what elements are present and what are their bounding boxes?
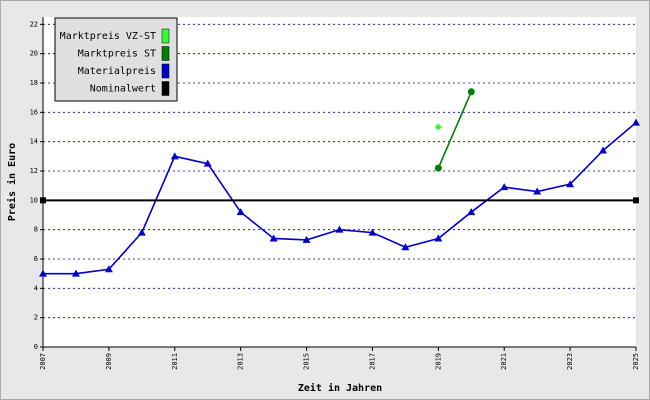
legend-swatch [161,81,170,96]
point [401,243,410,251]
point [39,269,47,277]
point [335,225,344,233]
x-tick-label: 2025 [632,353,640,370]
y-tick-label: 14 [30,138,38,146]
x-tick-label: 2011 [171,353,179,370]
point [203,159,212,167]
point [236,208,245,216]
point [302,235,311,243]
x-tick-label: 2009 [105,353,113,370]
y-tick-label: 12 [30,167,38,175]
legend-swatch [161,28,170,44]
y-tick-label: 4 [34,284,38,292]
x-tick-label: 2023 [566,353,574,370]
point [632,118,640,126]
point [566,180,575,188]
point [467,208,476,216]
x-tick-label: 2007 [39,353,47,370]
y-tick-label: 8 [34,226,38,234]
legend-label: Nominalwert [90,84,156,95]
point [137,228,146,236]
series-line [437,91,473,169]
legend-label: Marktpreis VZ-ST [60,31,156,42]
point [104,265,113,273]
point [170,152,179,160]
x-tick-label: 2019 [434,353,442,370]
point [467,88,475,96]
point [599,146,608,154]
point [633,197,639,204]
point [500,183,509,191]
legend-swatch [161,63,170,79]
point [434,234,443,242]
y-tick-label: 6 [34,255,38,263]
point [40,197,46,204]
point [269,234,278,242]
y-tick-label: 2 [34,314,38,322]
y-tick-label: 18 [30,79,38,87]
x-axis-label: Zeit in Jahren [298,382,382,394]
x-tick-label: 2021 [500,353,508,370]
y-tick-label: 0 [34,343,38,351]
y-tick-label: 20 [30,50,38,58]
legend-box [54,17,178,102]
x-tick-label: 2013 [237,353,245,370]
x-tick-label: 2017 [368,353,376,370]
y-tick-label: 10 [30,196,38,204]
legend-label: Marktpreis ST [78,49,156,60]
point [434,123,442,131]
point [368,228,377,236]
point [533,187,542,195]
legend-label: Materialpreis [78,66,156,77]
point [434,164,442,172]
y-axis-label: Preis in Euro [6,143,18,221]
point [71,269,80,277]
legend: Marktpreis VZ-ST Marktpreis ST Materialpre… [54,17,178,102]
y-tick-label: 16 [30,108,38,116]
y-tick-label: 22 [30,20,38,28]
legend-swatch [161,46,170,61]
x-tick-label: 2015 [303,353,311,370]
